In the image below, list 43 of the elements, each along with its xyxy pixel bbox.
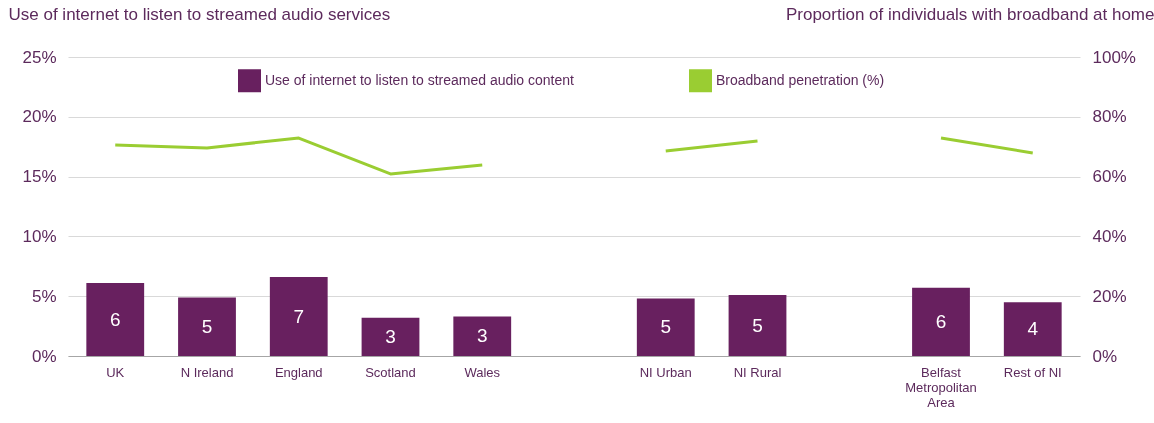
y2-tick-label: 20%	[1092, 286, 1127, 306]
bar	[269, 277, 328, 356]
bar	[178, 297, 236, 356]
y-tick-label: 25%	[22, 47, 57, 67]
bar	[912, 287, 970, 356]
y-tick-label: 0%	[31, 346, 57, 366]
x-tick-label: N Ireland	[180, 364, 234, 380]
legend-label: Broadband penetration (%)	[716, 71, 885, 88]
x-tick-label: Wales	[464, 364, 501, 380]
data-label: 4	[1027, 318, 1039, 340]
y-axis-title: Use of internet to listen to streamed audio services	[8, 4, 391, 24]
y2-axis-title: Proportion of individuals with broadband at home	[785, 4, 1154, 24]
data-label: 7	[293, 305, 305, 327]
data-label: 5	[201, 315, 213, 337]
data-label: 6	[935, 310, 947, 332]
bar	[361, 317, 420, 356]
y2-tick-label: 80%	[1092, 107, 1127, 127]
x-tick-label: UK	[106, 364, 125, 380]
data-label: 5	[752, 314, 763, 336]
bar	[86, 283, 145, 356]
bar	[636, 298, 695, 356]
y-tick-label: 20%	[22, 107, 57, 127]
bar	[1003, 302, 1062, 356]
y-tick-label: 10%	[22, 226, 57, 246]
y-tick-label: 5%	[31, 286, 57, 306]
legend-label: Use of internet to listen to streamed audio content	[265, 71, 575, 88]
data-label: 6	[109, 308, 121, 330]
data-label: 3	[476, 325, 488, 347]
y2-tick-label: 60%	[1092, 167, 1127, 187]
y-tick-label: 15%	[22, 167, 57, 187]
bar	[728, 295, 787, 356]
x-tick-label: Rest of NI	[1003, 364, 1062, 380]
x-tick-label: Scotland	[365, 364, 416, 380]
data-label: 3	[385, 325, 396, 347]
bar	[453, 316, 512, 356]
y2-tick-label: 100%	[1092, 47, 1136, 67]
data-label: 5	[660, 316, 672, 338]
x-tick-label: NI Urban	[639, 364, 692, 380]
x-tick-label: England	[274, 364, 323, 380]
x-tick-label: NI Rural	[733, 364, 782, 380]
y2-tick-label: 40%	[1092, 226, 1127, 246]
y2-tick-label: 0%	[1092, 346, 1118, 366]
x-tick-label: Belfast Metropolitan Area	[905, 364, 977, 410]
